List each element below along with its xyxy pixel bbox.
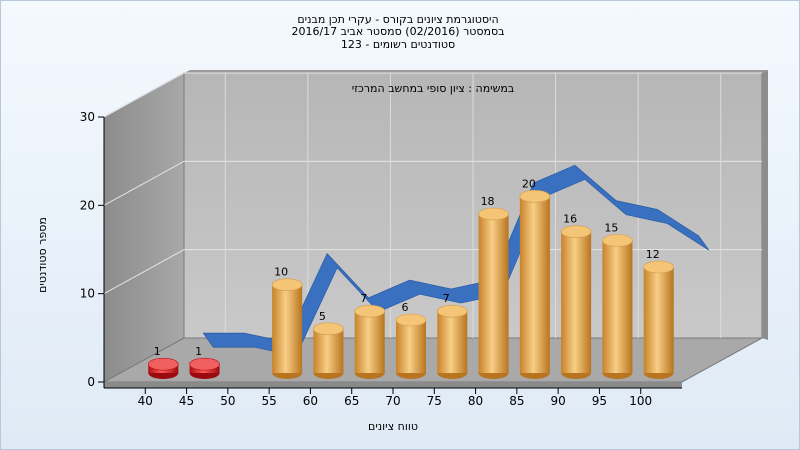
bar-value-label: 20: [522, 177, 536, 190]
bar-value-label: 1: [195, 345, 202, 358]
x-tick-label: 50: [220, 394, 235, 408]
bar-value-label: 16: [563, 213, 577, 226]
y-tick-label: 0: [87, 375, 95, 389]
chart-title-line-3: סטודנטים רשומים - 123: [341, 38, 455, 51]
bar-body: [643, 267, 674, 373]
bar-cap: [189, 357, 220, 371]
x-tick-label: 80: [468, 394, 483, 408]
gridline-h: [103, 72, 762, 118]
gridline-h: [103, 160, 762, 206]
bar-body: [561, 231, 592, 373]
x-tick-label: 85: [509, 394, 524, 408]
bar-cap: [147, 357, 179, 371]
bar-body: [437, 311, 468, 373]
left-wall: [103, 72, 185, 383]
bar-40: 1: [147, 345, 179, 379]
x-tick-label: 60: [303, 394, 318, 408]
bar-value-label: 15: [604, 222, 618, 235]
bar-body: [272, 284, 303, 373]
bar-45: 1: [189, 345, 220, 379]
bar-cap: [560, 225, 592, 238]
bar-value-label: 7: [443, 292, 450, 305]
x-axis-label: טווח ציונים: [368, 420, 418, 433]
bar-90: 16: [560, 213, 592, 379]
x-tick-label: 45: [179, 394, 194, 408]
bar-value-label: 18: [481, 195, 495, 208]
bar-cap: [271, 278, 303, 291]
x-tick-label: 100: [629, 394, 652, 408]
bar-60: 5: [313, 310, 344, 379]
y-tick-label: 30: [80, 110, 95, 124]
bar-cap: [436, 304, 468, 318]
bar-65: 7: [354, 292, 386, 379]
bar-value-label: 12: [646, 248, 660, 261]
bar-55: 10: [271, 266, 303, 379]
trend-ribbon: [202, 164, 710, 357]
bar-value-label: 1: [154, 345, 161, 358]
trend-ribbon-path: [202, 164, 710, 357]
bar-cap: [519, 190, 551, 203]
bar-cap: [602, 234, 633, 247]
y-tick-label: 10: [80, 287, 95, 301]
bar-75: 7: [436, 292, 468, 379]
bar-cap: [313, 322, 344, 336]
bar-cap: [395, 313, 427, 327]
bar-body: [313, 328, 344, 373]
x-tick-label: 90: [551, 394, 566, 408]
bar-body: [478, 214, 509, 373]
bar-80: 18: [478, 195, 509, 379]
bar-body: [354, 311, 385, 373]
bar-value-label: 10: [274, 266, 288, 279]
bar-cap: [478, 207, 509, 221]
x-tick-label: 95: [592, 394, 607, 408]
bar-cap: [354, 304, 386, 318]
bar-70: 6: [395, 301, 427, 379]
floor-edge: [104, 382, 682, 388]
x-tick-label: 55: [262, 394, 277, 408]
bar-body: [396, 320, 426, 373]
chart-title-line-1: היסטוגרמת ציונים בקורס - עקרי תכן מבנים: [297, 13, 498, 26]
x-tick-label: 65: [344, 394, 359, 408]
bar-body: [519, 196, 550, 373]
chart-title-line-2: בסמסטר (02/2016) סמסטר אביב 2016/17: [291, 25, 504, 38]
bar-value-label: 5: [319, 310, 326, 323]
back-wall-right-edge: [762, 70, 768, 340]
bar-cap: [643, 260, 675, 274]
x-tick-label: 70: [385, 394, 400, 408]
bar-value-label: 7: [360, 292, 367, 305]
back-wall-top-edge: [184, 70, 768, 73]
bar-100: 12: [643, 248, 675, 379]
bar-85: 20: [519, 177, 551, 379]
bar-body: [602, 240, 633, 373]
gridlines: [103, 72, 762, 338]
x-tick-label: 40: [138, 394, 153, 408]
bar-value-label: 6: [402, 301, 409, 314]
bar-95: 15: [602, 222, 633, 379]
y-axis-label: מספר סטודנטים: [36, 217, 49, 293]
bars: 1 1 10 5 7 6 7 18 20 16 15 12: [147, 177, 675, 379]
x-tick-label: 75: [427, 394, 442, 408]
y-tick-label: 20: [80, 198, 95, 212]
chart-subtitle: במשימה : ציון סופי במחשב המרכזי: [352, 82, 515, 95]
